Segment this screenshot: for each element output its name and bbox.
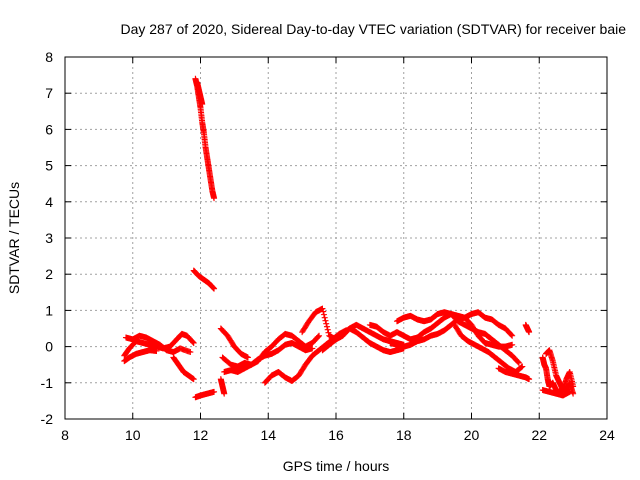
data-point bbox=[519, 363, 526, 370]
data-point bbox=[323, 320, 330, 327]
data-point bbox=[325, 329, 332, 336]
data-point bbox=[515, 359, 522, 366]
data-point bbox=[526, 376, 533, 383]
data-point bbox=[323, 323, 330, 330]
y-tick-label: 5 bbox=[45, 158, 53, 174]
y-tick-label: 4 bbox=[45, 194, 53, 210]
y-tick-label: -1 bbox=[41, 375, 54, 391]
y-tick-label: -2 bbox=[41, 411, 54, 427]
data-point bbox=[508, 331, 515, 338]
x-tick-label: 14 bbox=[260, 427, 276, 443]
data-point bbox=[515, 359, 522, 366]
y-tick-label: 8 bbox=[45, 49, 53, 65]
data-point bbox=[210, 285, 217, 292]
data-point bbox=[190, 339, 197, 346]
data-point bbox=[189, 339, 196, 346]
data-point bbox=[509, 341, 516, 348]
data-point bbox=[190, 376, 197, 383]
x-tick-label: 24 bbox=[599, 427, 615, 443]
data-point bbox=[309, 345, 316, 352]
data-point bbox=[211, 285, 218, 292]
data-point bbox=[320, 308, 327, 315]
grid bbox=[65, 57, 607, 419]
y-tick-label: 0 bbox=[45, 339, 53, 355]
data-point bbox=[518, 364, 525, 371]
x-tick-label: 8 bbox=[61, 427, 69, 443]
x-tick-label: 18 bbox=[396, 427, 412, 443]
data-point bbox=[211, 388, 218, 395]
chart-title: Day 287 of 2020, Sidereal Day-to-day VTE… bbox=[120, 21, 626, 37]
y-axis-label: SDTVAR / TECUs bbox=[6, 182, 22, 294]
data-marks bbox=[121, 75, 577, 401]
data-point bbox=[187, 349, 194, 356]
x-tick-label: 10 bbox=[125, 427, 141, 443]
data-point bbox=[316, 332, 323, 339]
data-point bbox=[570, 390, 577, 397]
data-point bbox=[509, 332, 516, 339]
plot-frame bbox=[64, 56, 608, 420]
y-tick-label: 3 bbox=[45, 230, 53, 246]
data-point bbox=[244, 354, 251, 361]
data-point bbox=[153, 347, 160, 354]
y-tick-label: 1 bbox=[45, 302, 53, 318]
x-tick-label: 22 bbox=[531, 427, 547, 443]
x-tick-label: 12 bbox=[193, 427, 209, 443]
y-tick-label: 6 bbox=[45, 121, 53, 137]
x-tick-label: 16 bbox=[328, 427, 344, 443]
data-point bbox=[211, 195, 218, 202]
x-tick-label: 20 bbox=[464, 427, 480, 443]
data-point bbox=[570, 383, 577, 390]
y-tick-label: 2 bbox=[45, 266, 53, 282]
data-point bbox=[199, 101, 206, 108]
data-point bbox=[209, 284, 216, 291]
data-point bbox=[566, 388, 573, 395]
data-point bbox=[322, 317, 329, 324]
data-point bbox=[319, 305, 326, 312]
data-point bbox=[320, 311, 327, 318]
data-point bbox=[526, 329, 533, 336]
data-point bbox=[321, 314, 328, 321]
x-axis-label: GPS time / hours bbox=[283, 458, 390, 474]
data-point bbox=[221, 390, 228, 397]
y-tick-label: 7 bbox=[45, 85, 53, 101]
data-point bbox=[324, 326, 331, 333]
data-point bbox=[315, 333, 322, 340]
